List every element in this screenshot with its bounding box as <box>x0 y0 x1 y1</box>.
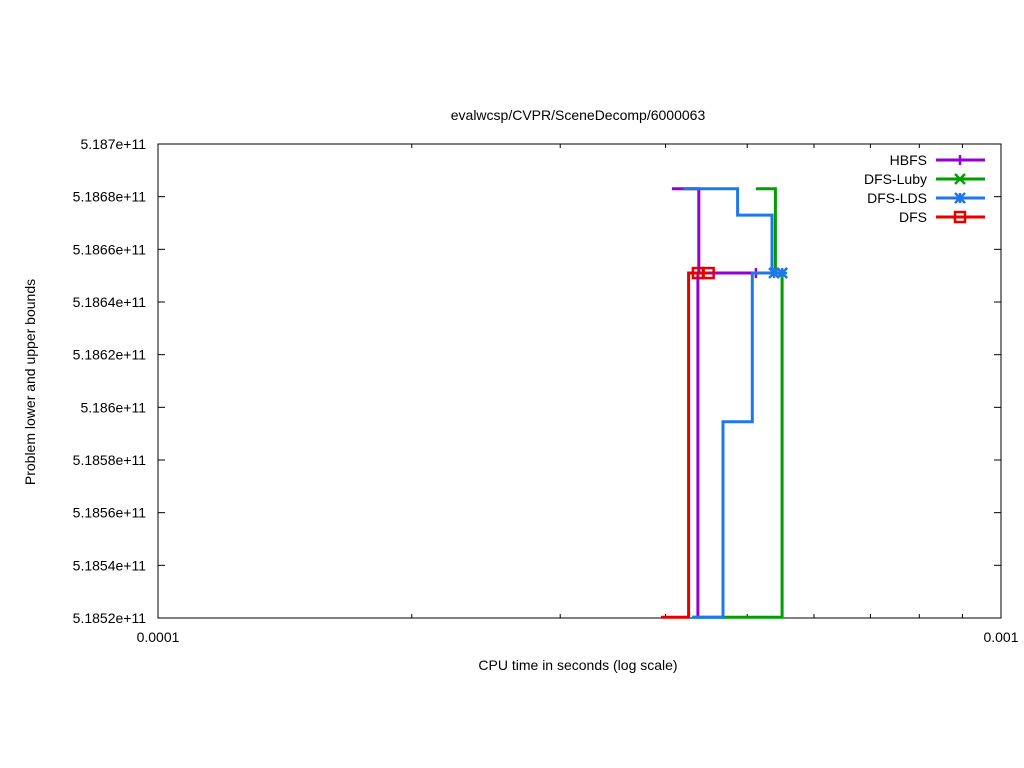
y-tick-label: 5.1866e+11 <box>73 241 147 257</box>
legend-label: DFS-LDS <box>867 190 927 206</box>
y-tick-label: 5.1864e+11 <box>73 294 147 310</box>
x-tick-label: 0.0001 <box>137 629 180 645</box>
x-axis-label: CPU time in seconds (log scale) <box>478 657 677 673</box>
series-marker <box>702 266 715 280</box>
legend-label: DFS-Luby <box>864 171 927 187</box>
series-line-upper <box>755 187 783 275</box>
x-tick-label: 0.001 <box>983 629 1018 645</box>
series-line-lower <box>660 271 709 619</box>
marker-stroke <box>702 266 715 280</box>
legend-label: DFS <box>899 209 927 225</box>
y-tick-label: 5.1852e+11 <box>73 610 147 626</box>
y-axis: 5.1852e+11 5.1854e+11 5.1856e+11 5.1858e+11… <box>73 136 1001 626</box>
chart-title: evalwcsp/CVPR/SceneDecomp/6000063 <box>451 107 706 123</box>
series-line-lower <box>696 271 756 618</box>
series-hbfs <box>671 187 761 618</box>
y-tick-label: 5.187e+11 <box>80 136 146 152</box>
marker-stroke <box>953 210 967 224</box>
y-tick-label: 5.1858e+11 <box>73 452 147 468</box>
legend-entry: HBFS <box>890 152 985 168</box>
series-layer <box>660 187 789 619</box>
y-tick-label: 5.1854e+11 <box>73 557 147 573</box>
legend-entry: DFS <box>899 209 985 225</box>
legend-marker <box>955 155 965 165</box>
y-tick-label: 5.1856e+11 <box>73 505 147 521</box>
legend-marker <box>954 192 966 204</box>
legend: HBFS DFS-Luby DFS-LDS DFS <box>864 152 985 225</box>
series-dfs <box>660 266 715 619</box>
marker-stroke <box>776 267 789 279</box>
legend-entry: DFS-Luby <box>864 171 985 187</box>
series-line-lower <box>692 271 783 619</box>
marker-stroke <box>954 173 966 185</box>
y-axis-label: Problem lower and upper bounds <box>22 279 38 485</box>
y-tick-label: 5.1862e+11 <box>73 347 147 363</box>
y-tick-label: 5.186e+11 <box>80 399 146 415</box>
plot-frame <box>157 143 1002 619</box>
series-marker <box>776 267 789 279</box>
legend-marker <box>953 210 967 224</box>
legend-label: HBFS <box>890 152 927 168</box>
plot-border <box>157 143 1002 619</box>
series-line-lower <box>692 273 784 619</box>
x-axis: 0.0001 0.001 <box>137 144 1019 645</box>
series-line-upper <box>671 187 756 275</box>
marker-stroke <box>954 192 966 204</box>
legend-marker <box>954 173 966 185</box>
legend-entry: DFS-LDS <box>867 190 985 206</box>
y-tick-label: 5.1868e+11 <box>73 189 147 205</box>
series-dfs-lds <box>683 187 789 619</box>
